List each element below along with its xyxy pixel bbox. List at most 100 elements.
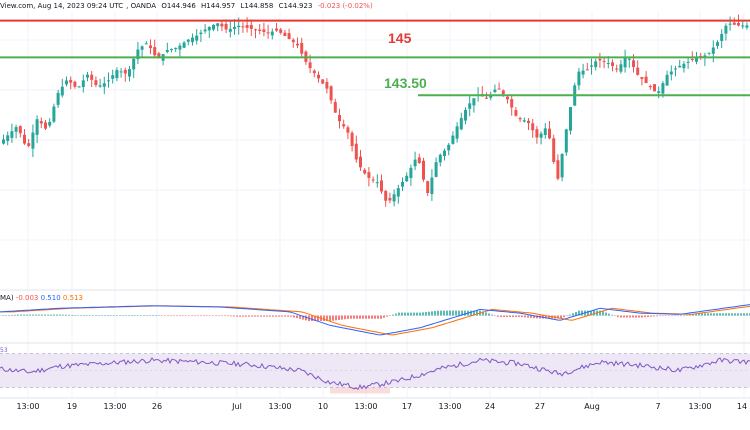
candle-body	[128, 69, 131, 77]
candle-body	[258, 29, 262, 31]
macd-hist-bar	[263, 315, 265, 317]
candle-body	[438, 154, 442, 163]
candle-body	[497, 88, 501, 90]
candle-body	[443, 150, 446, 156]
macd-hist-bar	[383, 315, 385, 318]
macd-hist-bar	[344, 315, 346, 320]
macd-hist-bar	[548, 315, 550, 319]
macd-hist-bar	[233, 315, 235, 317]
candle-body	[539, 133, 543, 138]
macd-hist-bar	[158, 315, 160, 316]
candle-body	[191, 37, 194, 43]
candle-body	[10, 131, 14, 138]
macd-hist-bar	[704, 313, 706, 316]
macd-hist-bar	[290, 315, 292, 317]
macd-hist-bar	[719, 313, 721, 316]
macd-hist-bar	[23, 314, 25, 316]
source-label: View.com, Aug 14, 2023 09:24 UTC	[0, 2, 124, 10]
macd-hist-bar	[65, 314, 67, 316]
candle-body	[535, 129, 539, 138]
macd-hist-bar	[440, 310, 442, 316]
macd-hist-bar	[656, 315, 658, 317]
macd-hist-bar	[431, 311, 433, 316]
macd-hist-bar	[707, 313, 709, 316]
macd-hist-bar	[131, 315, 133, 316]
candle-body	[56, 92, 60, 105]
candle-body	[291, 39, 295, 43]
candle-body	[212, 24, 215, 30]
candle-body	[275, 28, 278, 31]
macd-hist-bar	[29, 314, 31, 316]
macd-hist-bar	[692, 314, 694, 316]
candle-body	[720, 33, 724, 41]
macd-hist-bar	[743, 313, 745, 316]
macd-hist-bar	[281, 315, 283, 317]
macd-hist-bar	[401, 312, 403, 316]
macd-hist-bar	[188, 315, 190, 317]
macd-hist-bar	[452, 310, 454, 316]
macd-hist-bar	[149, 315, 151, 316]
macd-hist-bar	[266, 315, 268, 317]
macd-hist-bar	[575, 311, 577, 316]
candle-body	[598, 58, 602, 61]
macd-hist-bar	[179, 315, 181, 317]
macd-hist-bar	[74, 314, 76, 316]
candle-body	[724, 25, 728, 34]
candle-body	[207, 26, 211, 31]
macd-hist-bar	[26, 314, 28, 316]
candle-body	[653, 84, 656, 92]
candle-body	[224, 23, 228, 30]
macd-hist-bar	[68, 314, 70, 316]
macd-hist-bar	[455, 310, 457, 316]
candle-body	[153, 47, 157, 56]
macd-hist-bar	[740, 313, 742, 316]
macd-hist-bar	[251, 315, 253, 317]
candle-body	[186, 39, 190, 42]
macd-hist-bar	[104, 315, 106, 316]
rsi-header: 53	[0, 347, 8, 354]
candle-body	[493, 89, 497, 93]
macd-hist-bar	[272, 315, 274, 317]
candle-body	[510, 99, 514, 108]
candle-body	[182, 42, 186, 48]
candle-body	[581, 70, 585, 75]
candle-body	[518, 117, 522, 120]
candle-body	[665, 74, 669, 86]
macd-hist-bar	[269, 315, 271, 317]
macd-hist-bar	[182, 315, 184, 317]
macd-hist-bar	[365, 315, 367, 319]
macd-hist-bar	[458, 310, 460, 316]
candle-body	[564, 129, 568, 153]
candle-body	[321, 79, 325, 84]
macd-hist-bar	[317, 315, 319, 322]
candle-body	[422, 160, 425, 180]
macd-hist-bar	[224, 315, 226, 317]
macd-hist-bar	[83, 315, 85, 316]
macd-hist-bar	[590, 310, 592, 316]
candle-body	[18, 126, 22, 134]
macd-hist-bar	[560, 315, 562, 319]
macd-hist-bar	[146, 315, 148, 316]
candle-body	[711, 47, 715, 54]
macd-hist-bar	[647, 315, 649, 317]
macd-hist-bar	[71, 314, 73, 316]
macd-hist-bar	[617, 315, 619, 318]
macd-hist-bar	[284, 315, 286, 317]
candle-body	[695, 57, 698, 62]
candle-body	[430, 177, 434, 194]
candle-body	[707, 52, 711, 54]
macd-hist-bar	[86, 315, 88, 316]
macd-hist-bar	[329, 315, 331, 322]
macd-hist-bar	[212, 315, 214, 317]
macd-hist-bar	[533, 315, 535, 319]
x-tick-label: 24	[484, 402, 496, 411]
candle-body	[354, 143, 358, 160]
macd-hist-bar	[200, 315, 202, 317]
candle-body	[31, 132, 35, 149]
macd-hist-bar	[197, 315, 199, 317]
candle-body	[81, 80, 85, 88]
candle-body	[107, 80, 110, 82]
macd-hist-bar	[419, 312, 421, 316]
macd-hist-bar	[425, 312, 427, 316]
